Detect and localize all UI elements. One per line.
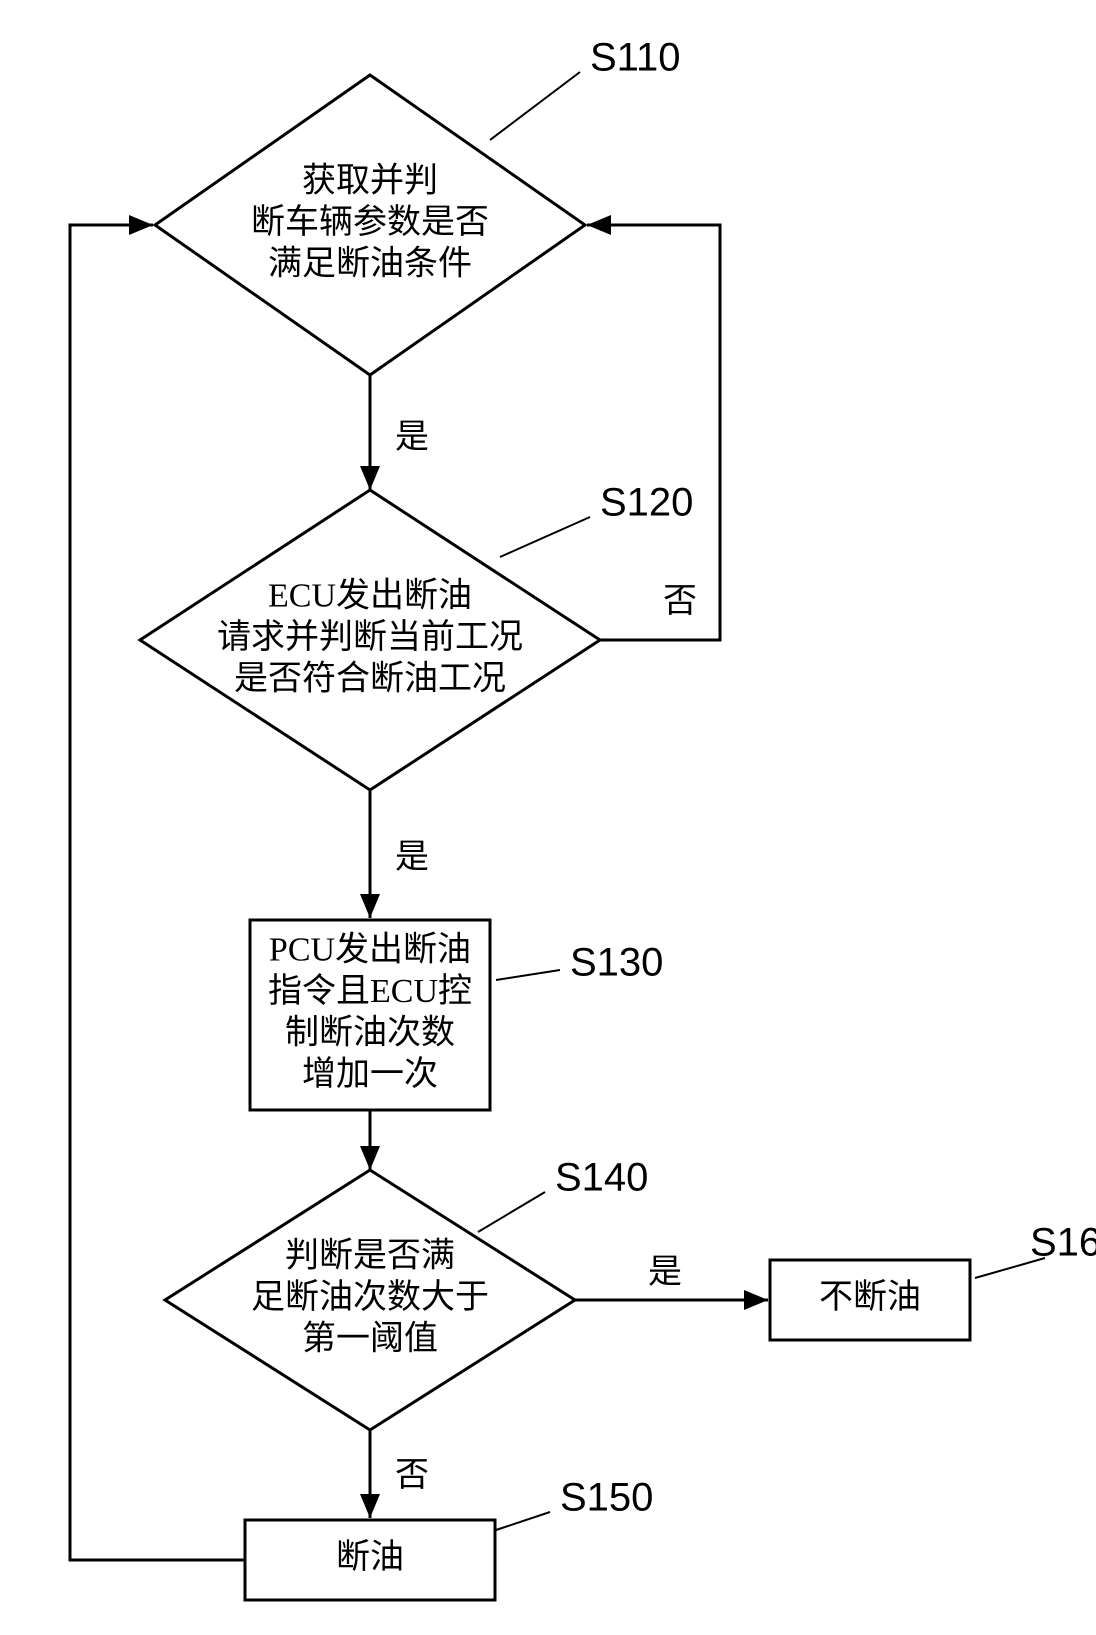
node-text-n130-1: 指令且ECU控 bbox=[268, 972, 472, 1010]
edge-e150-110 bbox=[70, 225, 245, 1560]
arrow-head bbox=[360, 1146, 380, 1170]
label-leader-n110 bbox=[490, 72, 580, 140]
label-leader-n140 bbox=[478, 1192, 545, 1232]
node-text-n110-2: 满足断油条件 bbox=[268, 244, 472, 282]
arrow-head bbox=[360, 1494, 380, 1518]
edge-label-e140-160: 是 bbox=[648, 1254, 682, 1291]
node-text-n140-0: 判断是否满 bbox=[285, 1236, 455, 1274]
node-text-n120-1: 请求并判断当前工况 bbox=[217, 618, 523, 656]
node-text-n140-2: 第一阈值 bbox=[302, 1319, 438, 1357]
edge-e120-110 bbox=[587, 225, 720, 640]
node-text-n130-0: PCU发出断油 bbox=[269, 931, 471, 969]
node-text-n130-3: 增加一次 bbox=[302, 1055, 438, 1093]
label-leader-n120 bbox=[500, 517, 590, 557]
step-label-n150: S150 bbox=[560, 1476, 653, 1520]
node-text-n120-0: ECU发出断油 bbox=[268, 576, 472, 614]
arrow-head bbox=[360, 894, 380, 918]
arrow-head bbox=[744, 1290, 768, 1310]
node-text-n110-0: 获取并判 bbox=[302, 161, 438, 199]
arrow-head bbox=[587, 215, 611, 235]
step-label-n130: S130 bbox=[570, 941, 663, 985]
step-label-n120: S120 bbox=[600, 481, 693, 525]
label-leader-n130 bbox=[496, 970, 560, 980]
node-text-n130-2: 制断油次数 bbox=[285, 1014, 455, 1052]
step-label-n110: S110 bbox=[590, 36, 680, 80]
step-label-n140: S140 bbox=[555, 1156, 648, 1200]
node-text-n150-0: 断油 bbox=[336, 1538, 404, 1576]
step-label-n160: S160 bbox=[1030, 1221, 1096, 1265]
node-text-n110-1: 断车辆参数是否 bbox=[251, 203, 489, 241]
edge-label-e110-120: 是 bbox=[395, 419, 429, 456]
node-text-n120-2: 是否符合断油工况 bbox=[234, 659, 506, 697]
flowchart-canvas: 是是否是否获取并判断车辆参数是否满足断油条件S110ECU发出断油请求并判断当前… bbox=[0, 0, 1096, 1635]
edge-label-e140-150: 否 bbox=[395, 1457, 429, 1494]
edge-label-e120-110: 否 bbox=[663, 583, 697, 620]
arrow-head bbox=[360, 466, 380, 490]
label-leader-n150 bbox=[496, 1512, 550, 1530]
edge-label-e120-130: 是 bbox=[395, 839, 429, 876]
node-text-n140-1: 足断油次数大于 bbox=[251, 1278, 489, 1316]
node-text-n160-0: 不断油 bbox=[819, 1278, 921, 1316]
arrow-head bbox=[129, 215, 153, 235]
